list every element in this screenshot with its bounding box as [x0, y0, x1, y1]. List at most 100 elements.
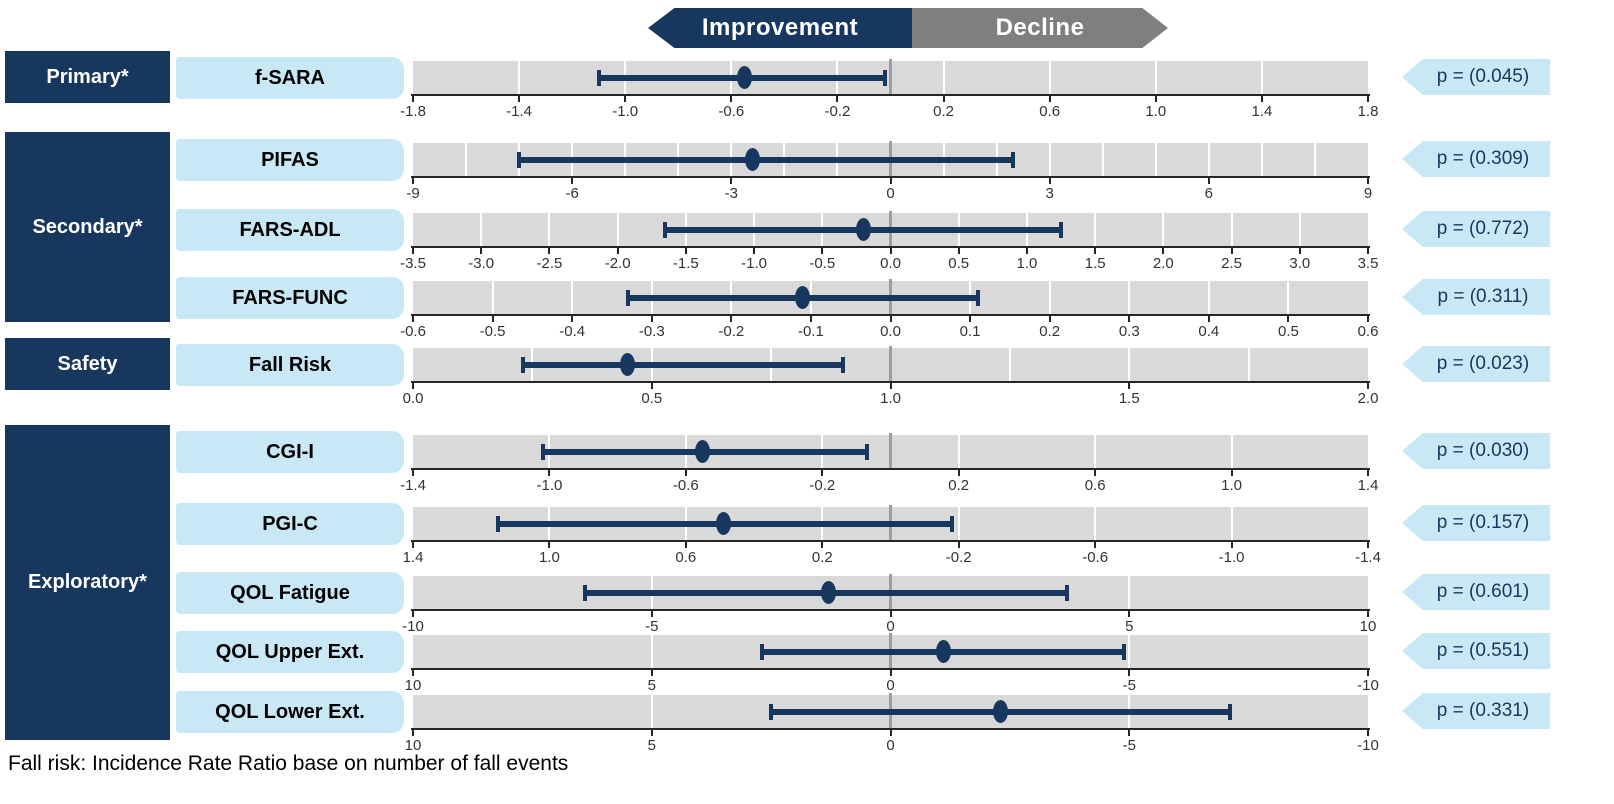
axis-tick [491, 316, 494, 322]
gridline [957, 435, 960, 468]
axis-tick [650, 611, 653, 617]
gridline [1048, 61, 1051, 94]
axis-tick-label: -0.2 [824, 103, 851, 120]
axis-tick-label: 6 [1204, 185, 1213, 202]
measure-label: PGI-C [176, 503, 404, 545]
axis-tick-label: 1.0 [1145, 103, 1167, 120]
p-value-label: p = (0.331) [1436, 700, 1530, 721]
point-estimate-marker [855, 218, 871, 241]
axis-tick [616, 248, 619, 254]
p-value-label: p = (0.311) [1437, 286, 1529, 307]
axis-tick [730, 96, 733, 102]
gridline [1247, 348, 1250, 381]
category-label-exploratory: Exploratory* [5, 425, 170, 740]
axis-tick-label: 0.4 [1198, 323, 1220, 340]
axis-tick [730, 316, 733, 322]
axis-tick [1048, 178, 1051, 184]
gridline [650, 695, 653, 728]
axis-tick-label: -1.4 [506, 103, 533, 120]
axis-tick [1207, 178, 1210, 184]
axis-line [411, 94, 1370, 96]
p-value-label: p = (0.023) [1436, 353, 1530, 374]
axis-tick [1230, 470, 1233, 476]
axis-tick [412, 316, 414, 322]
p-value-callout: p = (0.311) [1402, 279, 1550, 315]
axis-tick [412, 470, 414, 476]
p-value-label: p = (0.030) [1436, 440, 1530, 461]
category-label-secondary: Secondary* [5, 132, 170, 322]
ci-cap-right [1065, 584, 1070, 601]
axis-tick [1367, 178, 1369, 184]
axis-tick [412, 383, 414, 389]
axis-tick [1367, 542, 1369, 548]
ci-bar [519, 156, 1013, 163]
gridline [1128, 281, 1131, 314]
gridline [571, 281, 574, 314]
axis-tick [1367, 611, 1369, 617]
gridline [1298, 213, 1301, 246]
axis-line [411, 728, 1370, 730]
axis-tick [518, 96, 521, 102]
axis-tick-label: -0.6 [400, 323, 426, 340]
axis-tick [1230, 542, 1233, 548]
gridline [1207, 143, 1210, 176]
axis-tick-label: -1.0 [536, 477, 563, 494]
axis-tick [730, 178, 733, 184]
axis-tick [821, 470, 824, 476]
axis-tick-label: 1.0 [880, 390, 901, 407]
axis-tick [1367, 730, 1369, 736]
axis-tick-label: -9 [406, 185, 420, 202]
gridline [1128, 576, 1131, 609]
axis-tick [1287, 316, 1290, 322]
axis-tick-label: -0.6 [672, 477, 699, 494]
axis-tick [412, 248, 414, 254]
axis-line [411, 609, 1370, 611]
point-estimate-marker [820, 581, 836, 604]
gridline [1094, 213, 1097, 246]
axis-tick-label: 0.6 [1039, 103, 1061, 120]
ci-cap-left [663, 221, 668, 238]
p-value-callout: p = (0.023) [1402, 346, 1550, 382]
axis-tick [412, 96, 414, 102]
axis-tick-label: -10 [1357, 677, 1379, 694]
axis-tick [480, 248, 483, 254]
axis-tick-label: 0.5 [1277, 323, 1299, 340]
axis-tick-label: -0.6 [718, 103, 745, 120]
p-value-callout: p = (0.772) [1402, 211, 1550, 247]
point-estimate-marker [737, 66, 753, 89]
decline-arrow: Decline [912, 8, 1168, 48]
p-value-label: p = (0.309) [1436, 148, 1530, 169]
axis-tick [571, 178, 574, 184]
axis-tick-label: -0.2 [945, 549, 972, 566]
axis-tick-label: -0.6 [1082, 549, 1109, 566]
axis-tick [1260, 96, 1263, 102]
p-value-callout: p = (0.551) [1402, 633, 1550, 669]
gridline [1008, 348, 1011, 381]
axis-tick-label: 2.5 [1221, 255, 1242, 272]
axis-tick [684, 248, 687, 254]
axis-tick [889, 611, 892, 617]
axis-tick-label: 1.0 [1221, 477, 1242, 494]
axis-tick [836, 96, 839, 102]
axis-tick-label: -1.5 [672, 255, 699, 272]
axis-tick [809, 316, 812, 322]
p-value-callout: p = (0.331) [1402, 693, 1550, 729]
axis-tick-label: 1.5 [1084, 255, 1106, 272]
ci-cap-left [540, 443, 545, 460]
gridline [548, 213, 551, 246]
axis-tick-label: -3.0 [468, 255, 495, 272]
axis-tick [548, 248, 551, 254]
ci-cap-right [883, 69, 888, 86]
axis-tick [412, 542, 414, 548]
axis-tick-label: 0.5 [948, 255, 970, 272]
p-value-label: p = (0.601) [1436, 581, 1530, 602]
ci-cap-left [596, 69, 601, 86]
axis-tick-label: 2.0 [1357, 390, 1379, 407]
gridline [1230, 435, 1233, 468]
axis-tick-label: 5 [647, 677, 656, 694]
measure-label: QOL Fatigue [176, 572, 404, 614]
axis-tick-label: -1.4 [400, 477, 426, 494]
axis-tick [1230, 248, 1233, 254]
axis-tick-label: 0.6 [1357, 323, 1379, 340]
axis-tick-label: 0 [886, 185, 895, 202]
